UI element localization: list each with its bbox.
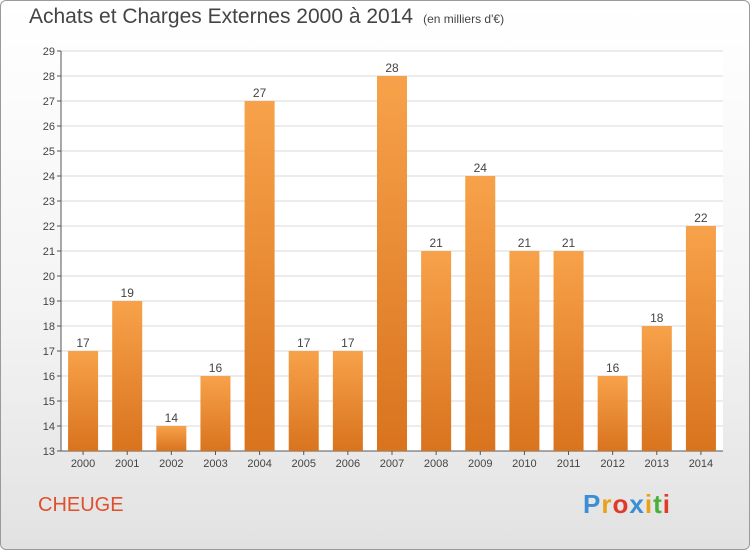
logo-letter: P xyxy=(583,489,602,519)
y-tick-label: 19 xyxy=(43,296,55,308)
bar-value-label: 18 xyxy=(650,311,664,325)
bar xyxy=(288,351,319,451)
y-tick-label: 29 xyxy=(43,46,55,58)
bar-value-label: 28 xyxy=(385,61,399,75)
logo-letter: i xyxy=(644,489,654,519)
bar-value-label: 22 xyxy=(694,211,708,225)
x-tick-label: 2003 xyxy=(203,458,227,470)
bar xyxy=(332,351,363,451)
x-tick-label: 2005 xyxy=(291,458,315,470)
bar xyxy=(200,376,231,451)
y-tick-label: 16 xyxy=(43,371,55,383)
bar-value-label: 19 xyxy=(121,286,135,300)
y-tick-label: 20 xyxy=(43,271,55,283)
y-tick-label: 22 xyxy=(43,221,55,233)
y-tick-label: 23 xyxy=(43,196,55,208)
bar-value-label: 17 xyxy=(341,336,355,350)
logo-letter: x xyxy=(629,489,645,519)
y-tick-label: 28 xyxy=(43,71,55,83)
bar-value-label: 21 xyxy=(518,236,532,250)
bar xyxy=(421,251,452,451)
x-tick-label: 2010 xyxy=(512,458,536,470)
y-tick-label: 15 xyxy=(43,396,55,408)
bar-value-label: 16 xyxy=(209,361,223,375)
x-tick-label: 2002 xyxy=(159,458,183,470)
y-tick-label: 24 xyxy=(43,171,55,183)
x-tick-label: 2007 xyxy=(380,458,404,470)
x-tick-label: 2006 xyxy=(336,458,360,470)
bar xyxy=(112,301,143,451)
proxiti-logo: Proxiti xyxy=(583,489,671,520)
bar-value-label: 16 xyxy=(606,361,620,375)
bar-value-label: 21 xyxy=(562,236,576,250)
y-tick-label: 25 xyxy=(43,146,55,158)
logo-letter: o xyxy=(612,489,630,519)
x-tick-label: 2011 xyxy=(557,458,581,470)
bar xyxy=(465,176,496,451)
bar xyxy=(597,376,628,451)
bar xyxy=(509,251,540,451)
x-tick-label: 2008 xyxy=(424,458,448,470)
x-tick-label: 2000 xyxy=(71,458,95,470)
x-tick-label: 2004 xyxy=(247,458,271,470)
bar-value-label: 17 xyxy=(76,336,90,350)
bar-value-label: 17 xyxy=(297,336,311,350)
x-tick-label: 2013 xyxy=(645,458,669,470)
bar xyxy=(553,251,584,451)
bar-value-label: 24 xyxy=(474,161,488,175)
chart-title-text: Achats et Charges Externes 2000 à 2014 xyxy=(29,5,414,28)
y-tick-label: 13 xyxy=(43,446,55,458)
y-tick-label: 27 xyxy=(43,96,55,108)
y-tick-label: 21 xyxy=(43,246,55,258)
bar xyxy=(244,101,275,451)
x-tick-label: 2014 xyxy=(689,458,713,470)
chart-unit: (en milliers d'€) xyxy=(423,12,505,26)
bar xyxy=(68,351,99,451)
x-tick-label: 2001 xyxy=(115,458,139,470)
y-tick-label: 14 xyxy=(43,421,55,433)
logo-letter: i xyxy=(662,489,671,519)
y-tick-label: 18 xyxy=(43,321,55,333)
bar-value-label: 14 xyxy=(165,411,179,425)
y-tick-label: 17 xyxy=(43,346,55,358)
x-tick-label: 2012 xyxy=(600,458,624,470)
bar xyxy=(641,326,672,451)
logo-letter: t xyxy=(653,489,663,519)
commune-name: CHEUGE xyxy=(38,494,124,516)
bar-value-label: 21 xyxy=(429,236,443,250)
bar xyxy=(376,76,408,451)
chart-title: Achats et Charges Externes 2000 à 2014 (e… xyxy=(29,5,504,29)
y-tick-label: 26 xyxy=(43,121,55,133)
bar xyxy=(685,226,716,451)
x-tick-label: 2009 xyxy=(468,458,492,470)
bar-value-label: 27 xyxy=(253,86,267,100)
bar xyxy=(156,426,187,451)
logo-letter: r xyxy=(601,489,613,519)
